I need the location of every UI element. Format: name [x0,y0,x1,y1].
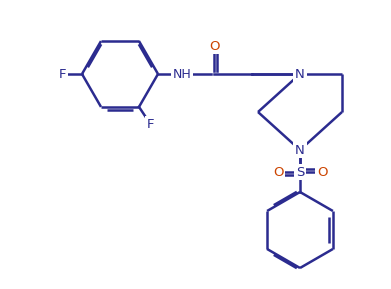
Text: O: O [273,166,283,179]
Text: NH: NH [172,68,191,81]
Text: F: F [58,68,66,81]
Text: S: S [296,166,304,179]
Text: N: N [295,68,305,81]
Text: N: N [295,144,305,157]
Text: O: O [317,166,327,179]
Text: F: F [147,118,155,131]
Text: O: O [209,40,219,53]
